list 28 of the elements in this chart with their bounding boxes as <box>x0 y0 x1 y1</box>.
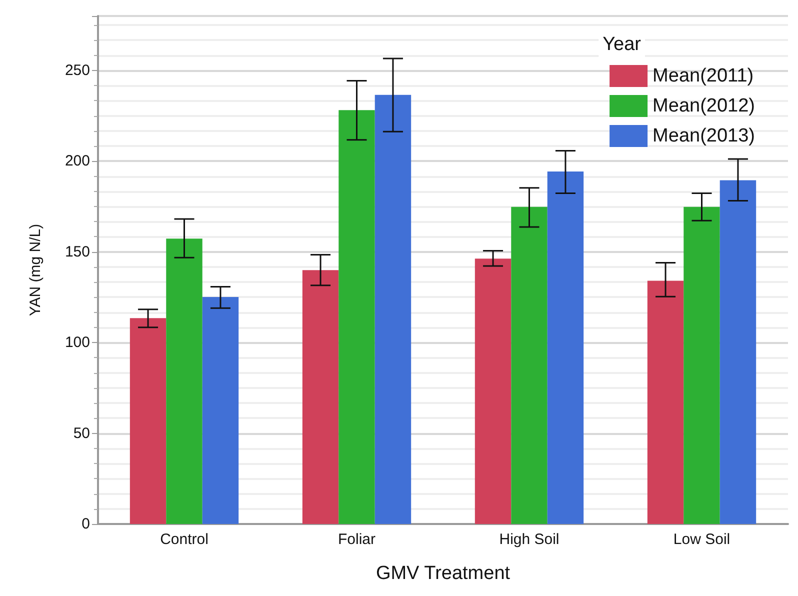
y-tick-label: 0 <box>82 516 90 532</box>
y-tick-label: 100 <box>64 334 90 352</box>
x-tick-label: Foliar <box>338 531 376 548</box>
bar <box>202 297 239 524</box>
bar <box>720 180 756 524</box>
legend-label: Mean(2011) <box>652 66 754 86</box>
x-tick-label: Control <box>160 531 208 548</box>
bar <box>684 206 720 524</box>
legend-label: Mean(2013) <box>652 126 756 146</box>
bar <box>130 318 166 524</box>
legend-label: Mean(2012) <box>652 96 756 116</box>
y-tick-label: 50 <box>73 424 90 442</box>
bar <box>166 238 202 524</box>
legend-title: Year <box>602 34 642 55</box>
bar <box>511 206 548 524</box>
y-tick-label: 200 <box>64 152 90 170</box>
bar <box>302 270 339 524</box>
x-tick-label: High Soil <box>499 531 560 548</box>
y-tick-label: 250 <box>64 62 90 79</box>
bar <box>374 94 412 524</box>
x-axis-title: GMV Treatment <box>376 563 511 584</box>
y-tick-label: 150 <box>64 243 90 260</box>
bar <box>647 280 684 524</box>
bar <box>547 171 584 524</box>
y-axis-title: YAN (mg N/L) <box>27 224 44 316</box>
x-tick-label: Low Soil <box>673 531 730 548</box>
bar <box>474 258 512 524</box>
bar <box>338 110 375 524</box>
